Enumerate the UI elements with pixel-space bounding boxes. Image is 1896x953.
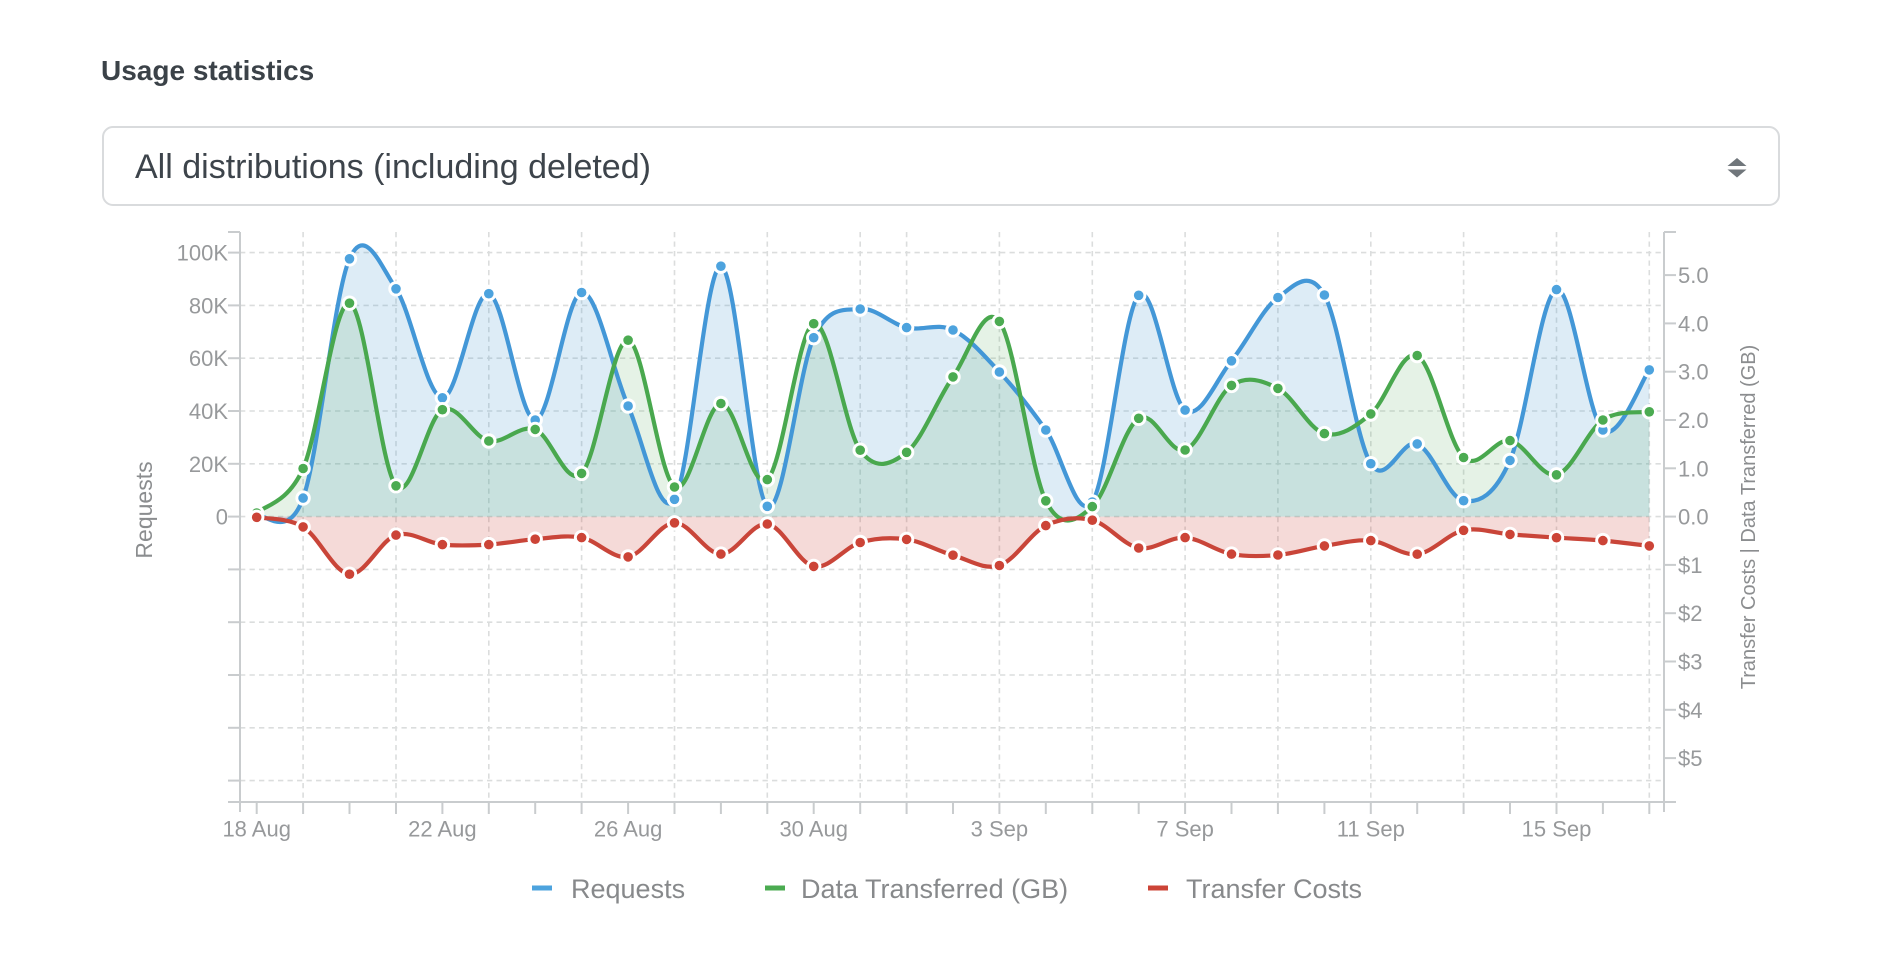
svg-text:100K: 100K bbox=[177, 241, 229, 266]
svg-text:$1: $1 bbox=[1678, 553, 1702, 578]
svg-text:Transfer Costs: Transfer Costs bbox=[1186, 874, 1362, 904]
svg-text:2.0: 2.0 bbox=[1678, 408, 1709, 433]
svg-text:$4: $4 bbox=[1678, 698, 1702, 723]
svg-text:Data Transferred (GB): Data Transferred (GB) bbox=[801, 874, 1068, 904]
svg-text:4.0: 4.0 bbox=[1678, 311, 1709, 336]
svg-text:60K: 60K bbox=[189, 346, 228, 371]
svg-text:3.0: 3.0 bbox=[1678, 360, 1709, 385]
svg-text:1.0: 1.0 bbox=[1678, 456, 1709, 481]
svg-text:11 Sep: 11 Sep bbox=[1337, 817, 1405, 842]
svg-text:22 Aug: 22 Aug bbox=[408, 817, 477, 842]
svg-text:18 Aug: 18 Aug bbox=[222, 817, 291, 842]
svg-text:Requests: Requests bbox=[131, 461, 157, 558]
svg-text:5.0: 5.0 bbox=[1678, 263, 1709, 288]
svg-text:20K: 20K bbox=[189, 452, 228, 477]
svg-text:Requests: Requests bbox=[571, 874, 685, 904]
svg-text:0: 0 bbox=[216, 505, 228, 530]
svg-text:3 Sep: 3 Sep bbox=[971, 817, 1029, 842]
svg-text:80K: 80K bbox=[189, 293, 228, 318]
svg-text:26 Aug: 26 Aug bbox=[594, 817, 663, 842]
svg-text:$2: $2 bbox=[1678, 601, 1702, 626]
svg-text:40K: 40K bbox=[189, 399, 228, 424]
svg-text:0.0: 0.0 bbox=[1678, 505, 1709, 530]
svg-text:30 Aug: 30 Aug bbox=[779, 817, 848, 842]
svg-text:Usage statistics: Usage statistics bbox=[101, 55, 314, 86]
svg-text:All distributions (including d: All distributions (including deleted) bbox=[135, 148, 651, 186]
svg-text:7 Sep: 7 Sep bbox=[1156, 817, 1214, 842]
svg-text:$3: $3 bbox=[1678, 650, 1702, 675]
svg-text:Transfer Costs | Data Transfer: Transfer Costs | Data Transferred (GB) bbox=[1738, 345, 1760, 690]
svg-text:$5: $5 bbox=[1678, 746, 1702, 771]
svg-text:15 Sep: 15 Sep bbox=[1522, 817, 1592, 842]
